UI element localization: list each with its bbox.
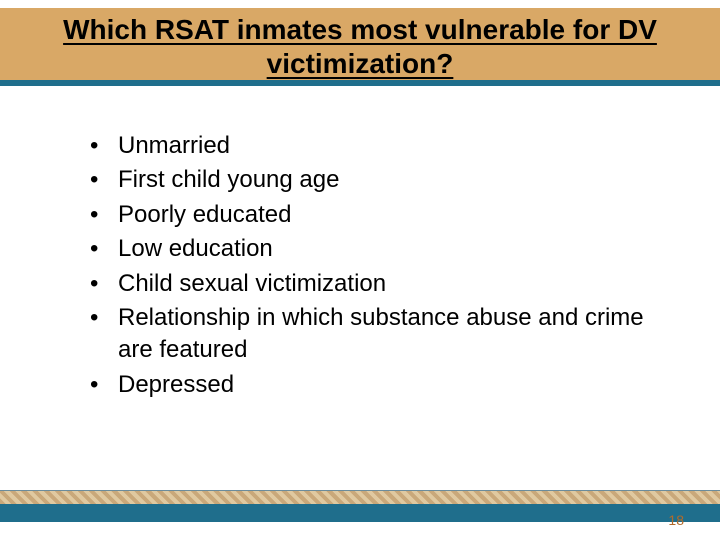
list-item: • Child sexual victimization <box>90 268 660 300</box>
list-item: • First child young age <box>90 164 660 196</box>
bullet-icon: • <box>90 233 118 265</box>
list-item-text: Poorly educated <box>118 199 660 231</box>
title-accent-bar <box>0 80 720 86</box>
bullet-icon: • <box>90 268 118 300</box>
list-item: • Unmarried <box>90 130 660 162</box>
slide-title: Which RSAT inmates most vulnerable for D… <box>0 13 720 80</box>
list-item-text: Child sexual victimization <box>118 268 660 300</box>
content-area: • Unmarried • First child young age • Po… <box>90 130 660 403</box>
list-item-text: Depressed <box>118 369 660 401</box>
list-item: • Poorly educated <box>90 199 660 231</box>
list-item: • Depressed <box>90 369 660 401</box>
footer-band <box>0 490 720 522</box>
bullet-icon: • <box>90 164 118 196</box>
list-item: • Relationship in which substance abuse … <box>90 302 660 367</box>
bullet-icon: • <box>90 130 118 162</box>
list-item-text: Low education <box>118 233 660 265</box>
bullet-icon: • <box>90 302 118 334</box>
bullet-icon: • <box>90 199 118 231</box>
title-band: Which RSAT inmates most vulnerable for D… <box>0 8 720 86</box>
bullet-list: • Unmarried • First child young age • Po… <box>90 130 660 401</box>
list-item: • Low education <box>90 233 660 265</box>
footer-bar <box>0 504 720 522</box>
list-item-text: Unmarried <box>118 130 660 162</box>
footer-pattern <box>0 490 720 504</box>
page-number: 18 <box>668 512 684 528</box>
bullet-icon: • <box>90 369 118 401</box>
list-item-text: First child young age <box>118 164 660 196</box>
list-item-text: Relationship in which substance abuse an… <box>118 302 660 367</box>
